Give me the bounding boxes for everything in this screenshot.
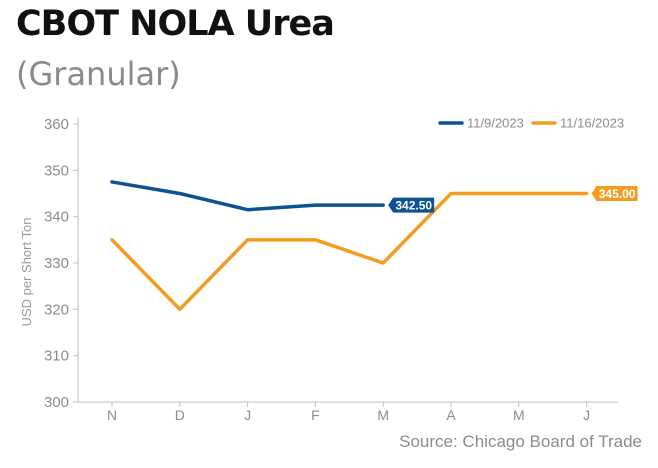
y-tick-label: 300 xyxy=(44,394,69,411)
x-tick-label: J xyxy=(244,407,251,423)
series-2-end-label: 345.00 xyxy=(591,186,638,201)
chart-subtitle: (Granular) xyxy=(16,55,181,93)
x-tick-label: D xyxy=(175,407,185,423)
series-lines xyxy=(110,180,589,312)
legend-label: 11/9/2023 xyxy=(467,116,524,131)
chart-title: CBOT NOLA Urea xyxy=(16,4,335,44)
series-line-1 xyxy=(110,180,385,212)
y-tick-label: 350 xyxy=(44,162,69,179)
axes: 300 310 320 330 340 350 360 N D J F M A M J xyxy=(44,116,618,423)
y-tick-label: 320 xyxy=(44,301,69,318)
y-tick-label: 360 xyxy=(44,116,69,133)
source-note: Source: Chicago Board of Trade xyxy=(399,432,642,451)
end-label-text: 345.00 xyxy=(599,187,636,201)
x-tick-label: M xyxy=(377,407,389,423)
end-label-text: 342.50 xyxy=(395,199,432,213)
x-tick-label: J xyxy=(583,407,590,423)
series-1-end-label: 342.50 xyxy=(388,197,435,213)
x-tick-label: M xyxy=(513,407,525,423)
end-labels: 345.00 342.50 xyxy=(388,186,638,213)
x-tick-label: A xyxy=(446,407,456,423)
end-label-tag xyxy=(591,186,638,201)
y-tick-label: 310 xyxy=(44,348,69,365)
y-axis-label: USD per Short Ton xyxy=(19,218,34,327)
end-label-tag xyxy=(388,197,435,213)
legend-label: 11/16/2023 xyxy=(560,116,624,131)
x-tick-label: N xyxy=(107,407,117,423)
x-tick-label: F xyxy=(311,407,320,423)
legend-item-2: 11/16/2023 xyxy=(531,116,624,131)
legend: 11/9/2023 11/16/2023 xyxy=(438,116,624,131)
y-tick-label: 330 xyxy=(44,255,69,272)
legend-item-1: 11/9/2023 xyxy=(438,116,524,131)
y-tick-label: 340 xyxy=(44,209,69,226)
series-line-2 xyxy=(110,191,589,312)
